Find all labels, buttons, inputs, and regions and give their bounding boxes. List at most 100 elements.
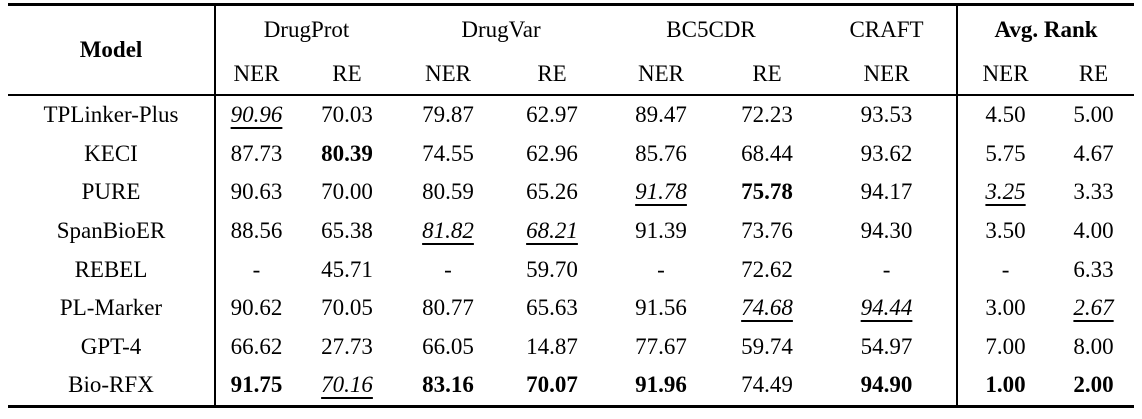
model-name: Bio-RFX — [68, 372, 154, 398]
score-cell: 70.03 — [321, 102, 373, 128]
table-row: SpanBioER 88.56 65.38 81.82 68.21 91.39 73.76 9… — [8, 211, 1134, 251]
score-cell: 1.00 — [956, 366, 1054, 407]
score-cell: 45.71 — [321, 256, 373, 282]
group-header-bc5cdr: BC5CDR — [666, 17, 756, 42]
score-cell: 80.39 — [321, 140, 373, 166]
table-header: Model DrugProt DrugVar BC5CDR CRAFT Avg.… — [8, 4, 1135, 95]
score-cell: 4.00 — [1073, 218, 1114, 244]
score-cell: 80.59 — [422, 179, 474, 205]
score-cell: 66.62 — [214, 327, 297, 367]
header-sub-row: NER RE NER RE NER RE NER NER RE — [8, 54, 1134, 95]
score-cell: 6.33 — [1073, 256, 1114, 282]
header-group-row: Model DrugProt DrugVar BC5CDR CRAFT Avg.… — [8, 4, 1135, 62]
score-cell: - — [214, 250, 297, 289]
score-cell: 91.56 — [635, 295, 687, 321]
score-cell: - — [882, 256, 891, 282]
score-cell: 75.78 — [741, 179, 793, 205]
score-cell: 88.56 — [214, 211, 297, 251]
table-row: TPLinker-Plus 90.96 70.03 79.87 62.97 89.47 72… — [8, 95, 1134, 135]
table-row: PURE 90.63 70.00 80.59 65.26 91.78 75.78 94.17 3… — [8, 173, 1134, 212]
subheader-avg-rank-ner: NER — [956, 54, 1054, 95]
score-cell: 27.73 — [321, 333, 373, 359]
model-name: SpanBioER — [56, 218, 166, 244]
score-cell: 73.76 — [741, 218, 793, 244]
subheader-drugvar-re: RE — [537, 61, 567, 86]
score-cell: 70.05 — [321, 295, 373, 321]
subheader-drugprot-re: RE — [332, 61, 362, 86]
table-body: TPLinker-Plus 90.96 70.03 79.87 62.97 89.47 72… — [8, 95, 1134, 407]
score-cell: - — [444, 256, 452, 282]
score-cell: 83.16 — [422, 372, 474, 398]
score-cell: 94.44 — [860, 295, 913, 321]
score-cell: 93.53 — [860, 102, 913, 128]
score-cell: 90.96 — [214, 95, 297, 135]
score-cell: 81.82 — [422, 218, 474, 244]
score-cell: 89.47 — [635, 102, 687, 128]
score-cell: 70.00 — [321, 179, 373, 205]
score-cell: 70.07 — [526, 372, 578, 398]
score-cell: 62.97 — [526, 102, 578, 128]
score-cell: 79.87 — [422, 102, 474, 128]
score-cell: 91.75 — [214, 366, 297, 407]
subheader-bc5cdr-ner: NER — [638, 61, 685, 86]
subheader-drugprot-ner: NER — [214, 54, 297, 95]
score-cell: - — [657, 256, 665, 282]
score-cell: 59.70 — [526, 256, 578, 282]
score-cell: 65.38 — [321, 218, 373, 244]
score-cell: 8.00 — [1073, 333, 1114, 359]
group-header-craft: CRAFT — [849, 17, 924, 42]
score-cell: 3.50 — [956, 211, 1054, 251]
subheader-avg-rank-re: RE — [1078, 61, 1109, 86]
score-cell: 59.74 — [741, 333, 793, 359]
model-name: PL-Marker — [59, 295, 163, 321]
score-cell: 5.00 — [1073, 102, 1114, 128]
model-name: REBEL — [74, 256, 148, 282]
table-row: KECI 87.73 80.39 74.55 62.96 85.76 68.44 93.62 5… — [8, 134, 1134, 174]
score-cell: 7.00 — [956, 327, 1054, 367]
score-cell: 70.16 — [321, 372, 373, 398]
score-cell: 66.05 — [422, 333, 474, 359]
score-cell: 93.62 — [860, 140, 913, 166]
subheader-drugvar-ner: NER — [425, 61, 471, 86]
score-cell: 74.55 — [422, 140, 474, 166]
score-cell: 2.00 — [1073, 372, 1114, 398]
table-row: PL-Marker 90.62 70.05 80.77 65.63 91.56 74.68 9… — [8, 288, 1134, 328]
score-cell: 2.67 — [1073, 295, 1114, 321]
score-cell: 72.23 — [741, 102, 793, 128]
score-cell: 91.78 — [635, 179, 687, 205]
model-name: TPLinker-Plus — [43, 102, 179, 128]
model-name: KECI — [84, 140, 138, 166]
score-cell: 85.76 — [635, 140, 687, 166]
subheader-bc5cdr-re: RE — [752, 61, 782, 86]
score-cell: 94.90 — [860, 372, 913, 398]
score-cell: 94.30 — [860, 218, 913, 244]
col-header-model: Model — [79, 37, 143, 62]
score-cell: 74.68 — [741, 295, 793, 321]
score-cell: 74.49 — [741, 372, 793, 398]
group-header-drugvar: DrugVar — [461, 17, 541, 42]
model-name: PURE — [81, 179, 141, 205]
score-cell: 68.21 — [526, 218, 578, 244]
score-cell: 3.00 — [956, 288, 1054, 328]
table-row: GPT-4 66.62 27.73 66.05 14.87 77.67 59.74 54.97… — [8, 327, 1134, 367]
score-cell: 91.96 — [635, 372, 687, 398]
results-table: Model DrugProt DrugVar BC5CDR CRAFT Avg.… — [8, 3, 1135, 408]
score-cell: 62.96 — [526, 140, 578, 166]
score-cell: 3.25 — [956, 173, 1054, 212]
score-cell: 80.77 — [422, 295, 474, 321]
score-cell: 4.67 — [1073, 140, 1114, 166]
score-cell: 65.63 — [526, 295, 578, 321]
group-header-drugprot: DrugProt — [214, 4, 397, 54]
score-cell: 68.44 — [741, 140, 793, 166]
score-cell: 14.87 — [526, 333, 578, 359]
score-cell: 5.75 — [956, 134, 1054, 174]
score-cell: 3.33 — [1073, 179, 1114, 205]
score-cell: 90.62 — [214, 288, 297, 328]
score-cell: 91.39 — [635, 218, 687, 244]
score-cell: - — [956, 250, 1054, 289]
score-cell: 54.97 — [860, 333, 913, 359]
score-cell: 94.17 — [860, 179, 913, 205]
score-cell: 72.62 — [741, 256, 793, 282]
score-cell: 87.73 — [214, 134, 297, 174]
score-cell: 4.50 — [956, 95, 1054, 135]
